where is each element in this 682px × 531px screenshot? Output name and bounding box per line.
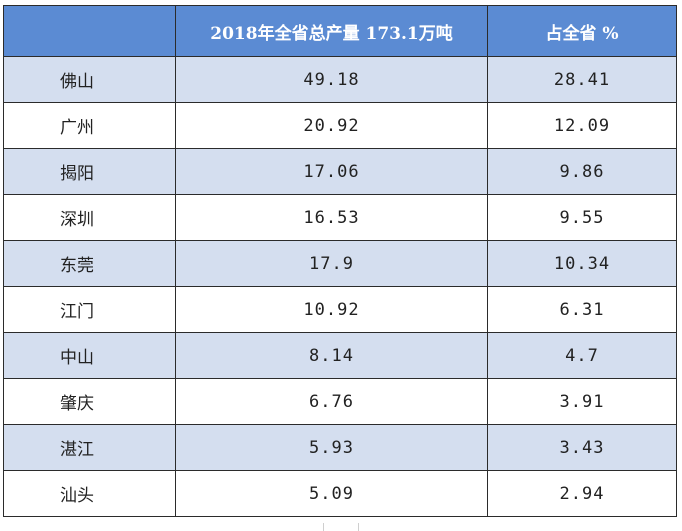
production-cell: 20.92 xyxy=(175,102,488,149)
share-cell: 4.7 xyxy=(487,332,677,379)
share-cell: 9.55 xyxy=(487,194,677,241)
header-row: 2018年全省总产量 173.1万吨 占全省 % xyxy=(3,5,677,57)
production-cell: 5.93 xyxy=(175,424,488,471)
city-cell: 肇庆 xyxy=(3,378,176,425)
share-cell: 12.09 xyxy=(487,102,677,149)
share-cell: 6.31 xyxy=(487,286,677,333)
table-row: 佛山 49.18 28.41 xyxy=(3,56,677,103)
city-cell: 汕头 xyxy=(3,470,176,517)
city-cell: 佛山 xyxy=(3,56,176,103)
city-cell: 东莞 xyxy=(3,240,176,287)
header-share: 占全省 % xyxy=(487,5,677,57)
table-row: 揭阳 17.06 9.86 xyxy=(3,148,677,195)
share-cell: 3.91 xyxy=(487,378,677,425)
production-table: 2018年全省总产量 173.1万吨 占全省 % 佛山 49.18 28.41 … xyxy=(3,5,677,517)
table-body: 佛山 49.18 28.41 广州 20.92 12.09 揭阳 17.06 9… xyxy=(3,56,677,517)
share-cell: 9.86 xyxy=(487,148,677,195)
header-city xyxy=(3,5,176,57)
production-cell: 8.14 xyxy=(175,332,488,379)
share-cell: 2.94 xyxy=(487,470,677,517)
production-cell: 5.09 xyxy=(175,470,488,517)
production-cell: 17.9 xyxy=(175,240,488,287)
share-cell: 3.43 xyxy=(487,424,677,471)
city-cell: 广州 xyxy=(3,102,176,149)
table-row: 中山 8.14 4.7 xyxy=(3,332,677,379)
city-cell: 深圳 xyxy=(3,194,176,241)
production-cell: 10.92 xyxy=(175,286,488,333)
share-cell: 28.41 xyxy=(487,56,677,103)
production-cell: 17.06 xyxy=(175,148,488,195)
city-cell: 湛江 xyxy=(3,424,176,471)
table-row: 肇庆 6.76 3.91 xyxy=(3,378,677,425)
production-cell: 6.76 xyxy=(175,378,488,425)
table-row: 湛江 5.93 3.43 xyxy=(3,424,677,471)
city-cell: 揭阳 xyxy=(3,148,176,195)
table-row: 广州 20.92 12.09 xyxy=(3,102,677,149)
table-header: 2018年全省总产量 173.1万吨 占全省 % xyxy=(3,5,677,57)
table-row: 东莞 17.9 10.34 xyxy=(3,240,677,287)
production-cell: 16.53 xyxy=(175,194,488,241)
table-row: 江门 10.92 6.31 xyxy=(3,286,677,333)
table-row: 深圳 16.53 9.55 xyxy=(3,194,677,241)
header-production: 2018年全省总产量 173.1万吨 xyxy=(175,5,488,57)
production-table-container: 2018年全省总产量 173.1万吨 占全省 % 佛山 49.18 28.41 … xyxy=(3,5,677,517)
city-cell: 江门 xyxy=(3,286,176,333)
share-cell: 10.34 xyxy=(487,240,677,287)
bottom-edge-marker xyxy=(323,523,359,531)
table-row: 汕头 5.09 2.94 xyxy=(3,470,677,517)
city-cell: 中山 xyxy=(3,332,176,379)
production-cell: 49.18 xyxy=(175,56,488,103)
